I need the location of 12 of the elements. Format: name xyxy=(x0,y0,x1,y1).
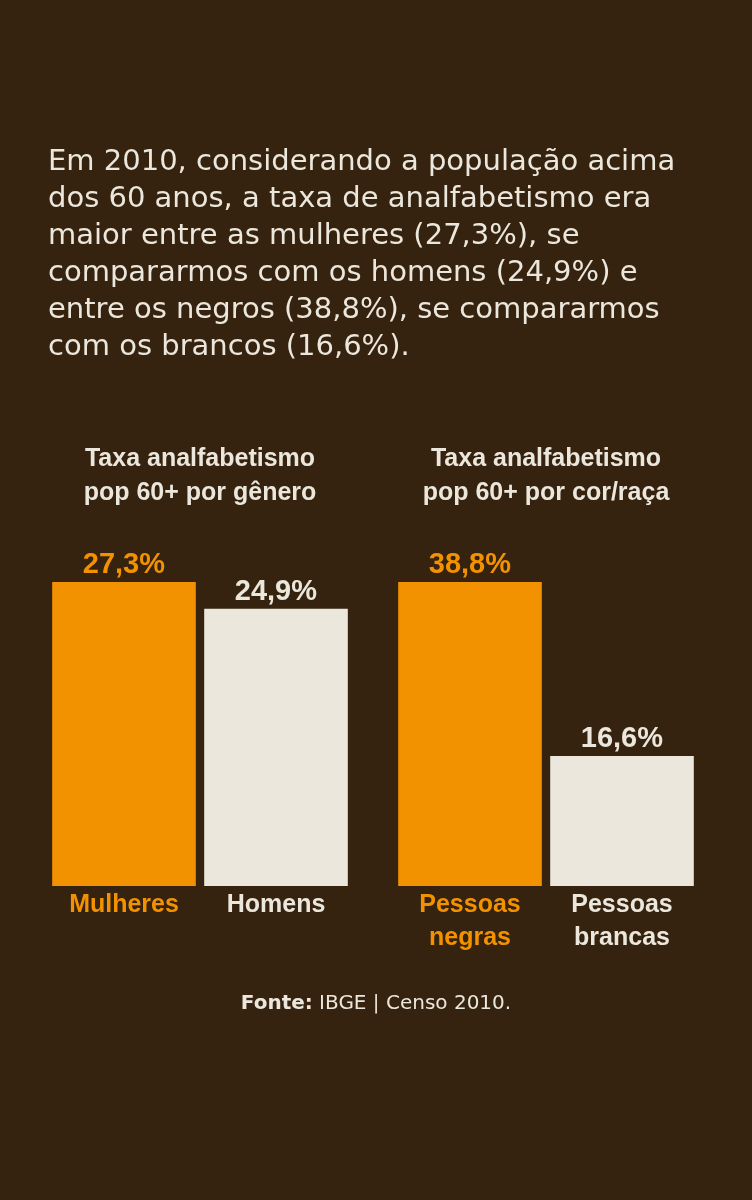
data-label: 38,8% xyxy=(428,547,512,579)
x-tick-label: Mulheres xyxy=(69,889,179,917)
chart-title: Taxa analfabetismo pop 60+ por gênero xyxy=(82,442,318,507)
data-label: 24,9% xyxy=(234,573,318,606)
data-label: 16,6% xyxy=(580,720,664,753)
chart-subtitle: Em 2010, considerando a população acima dos 60 anos, a taxa de analfabetismo era maior entre as mulheres (27,3%), se compararmos com os homens (24,9%) e entre os negros (38,8%), se compararmos com os brancos (16,6%). xyxy=(48,142,677,364)
x-tick-label: Homens xyxy=(226,889,326,917)
chart-title: Taxa analfabetismo pop 60+ por cor/raça xyxy=(421,442,671,507)
source-note: Fonte: IBGE | Censo 2010. xyxy=(239,990,513,1014)
x-tick-label: Pessoas negras xyxy=(419,889,521,950)
data-label: 27,3% xyxy=(82,547,166,579)
x-tick-label: Pessoas brancas xyxy=(571,889,673,950)
